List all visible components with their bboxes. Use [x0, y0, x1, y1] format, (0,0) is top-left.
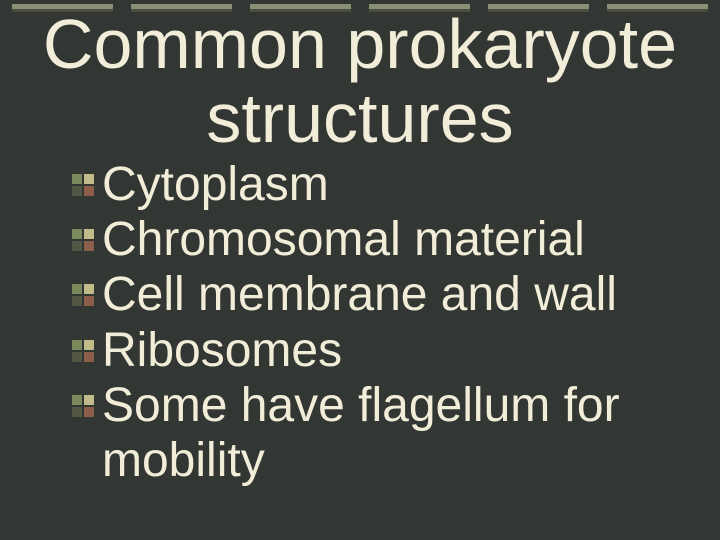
list-item: Ribosomes — [72, 323, 690, 378]
list-item-text: Ribosomes — [102, 323, 690, 378]
slide: Common prokaryote structures Cytoplasm C… — [0, 4, 720, 540]
list-item-text: Cytoplasm — [102, 157, 690, 212]
bullet-list: Cytoplasm Chromosomal material Cell memb… — [0, 157, 720, 488]
list-item: Chromosomal material — [72, 212, 690, 267]
list-item: Some have flagellum for mobility — [72, 378, 690, 488]
list-item: Cell membrane and wall — [72, 267, 690, 322]
bullet-icon — [72, 340, 94, 362]
list-item-text: Chromosomal material — [102, 212, 690, 267]
list-item-text: Some have flagellum for mobility — [102, 378, 690, 488]
bullet-icon — [72, 174, 94, 196]
bullet-icon — [72, 284, 94, 306]
list-item-text: Cell membrane and wall — [102, 267, 690, 322]
bullet-icon — [72, 229, 94, 251]
list-item: Cytoplasm — [72, 157, 690, 212]
slide-title: Common prokaryote structures — [0, 8, 720, 155]
bullet-icon — [72, 395, 94, 417]
